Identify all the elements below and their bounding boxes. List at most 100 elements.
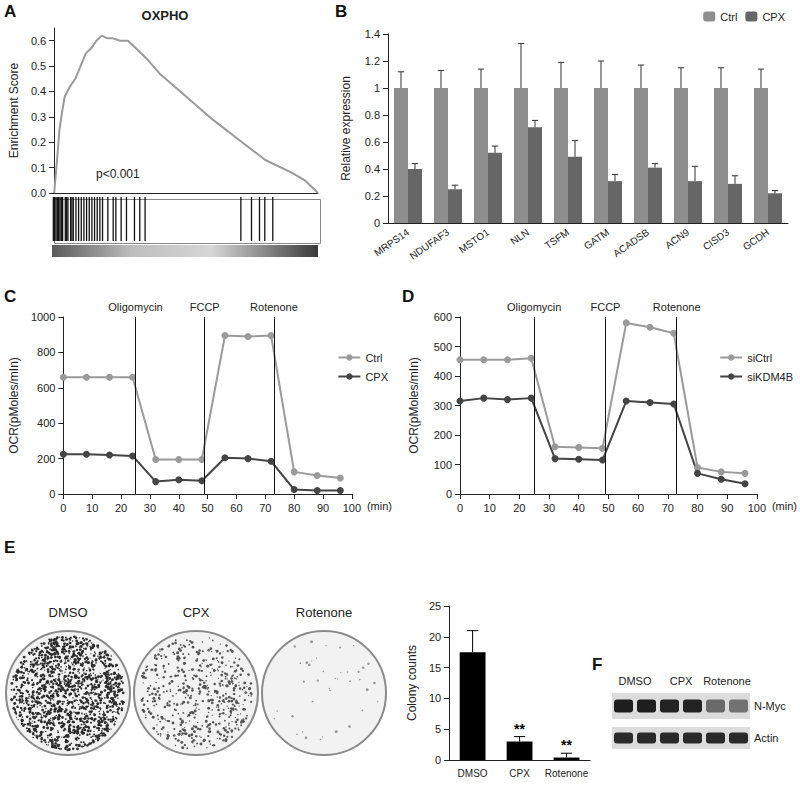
svg-text:90: 90 [317, 502, 329, 514]
svg-text:500: 500 [434, 341, 452, 353]
svg-text:0: 0 [49, 488, 55, 500]
svg-text:p<0.001: p<0.001 [96, 167, 140, 181]
svg-text:60: 60 [632, 502, 644, 514]
svg-text:NLN: NLN [508, 226, 531, 246]
svg-text:0.6: 0.6 [365, 136, 380, 148]
svg-text:TSFM: TSFM [543, 226, 572, 251]
svg-text:1.4: 1.4 [365, 28, 380, 40]
svg-text:10: 10 [484, 502, 496, 514]
svg-text:Rotenone: Rotenone [250, 301, 298, 313]
svg-text:DMSO: DMSO [49, 605, 88, 620]
svg-text:20: 20 [513, 502, 525, 514]
svg-text:100: 100 [748, 502, 766, 514]
svg-text:OCR(pMoles/mIn): OCR(pMoles/mIn) [7, 357, 21, 454]
svg-text:siKDM4B: siKDM4B [747, 371, 793, 383]
svg-text:60: 60 [230, 502, 242, 514]
svg-text:10: 10 [429, 692, 441, 704]
svg-text:OXPHO: OXPHO [142, 8, 189, 23]
svg-text:90: 90 [721, 502, 733, 514]
svg-text:0.0: 0.0 [31, 187, 46, 199]
svg-text:0: 0 [457, 502, 463, 514]
svg-text:100: 100 [343, 502, 361, 514]
svg-text:40: 40 [173, 502, 185, 514]
svg-text:FCCP: FCCP [590, 301, 620, 313]
svg-text:CISD3: CISD3 [701, 226, 732, 252]
svg-text:80: 80 [288, 502, 300, 514]
svg-text:80: 80 [691, 502, 703, 514]
svg-text:300: 300 [434, 400, 452, 412]
svg-text:CPX: CPX [183, 605, 210, 620]
svg-text:600: 600 [434, 311, 452, 323]
svg-text:5: 5 [435, 723, 441, 735]
svg-text:Rotenone: Rotenone [296, 605, 352, 620]
svg-text:0: 0 [446, 488, 452, 500]
svg-text:70: 70 [662, 502, 674, 514]
svg-text:20: 20 [115, 502, 127, 514]
svg-text:NDUFAF3: NDUFAF3 [408, 226, 452, 261]
svg-text:0.6: 0.6 [31, 35, 46, 47]
svg-text:200: 200 [434, 429, 452, 441]
svg-text:CPX: CPX [670, 675, 693, 687]
svg-text:600: 600 [37, 382, 55, 394]
svg-text:DMSO: DMSO [619, 675, 652, 687]
svg-text:0: 0 [60, 502, 66, 514]
svg-text:N-Myc: N-Myc [754, 700, 786, 712]
svg-text:400: 400 [37, 417, 55, 429]
svg-text:0: 0 [435, 754, 441, 766]
svg-text:0.5: 0.5 [31, 60, 46, 72]
svg-text:Oligomycin: Oligomycin [108, 301, 162, 313]
svg-text:50: 50 [602, 502, 614, 514]
svg-text:1000: 1000 [31, 311, 55, 323]
svg-text:Rotenone: Rotenone [653, 301, 701, 313]
svg-text:20: 20 [429, 631, 441, 643]
svg-text:(min): (min) [367, 500, 392, 512]
svg-text:ACADSB: ACADSB [611, 226, 651, 259]
svg-text:**: ** [514, 721, 525, 737]
svg-text:70: 70 [259, 502, 271, 514]
svg-text:FCCP: FCCP [190, 301, 220, 313]
svg-text:CPX: CPX [762, 11, 785, 23]
svg-text:Enrichment Score: Enrichment Score [7, 62, 21, 158]
svg-text:OCR(pMoles/mIn): OCR(pMoles/mIn) [407, 357, 421, 454]
svg-text:0.3: 0.3 [31, 111, 46, 123]
svg-text:(min): (min) [772, 500, 797, 512]
svg-text:**: ** [561, 737, 572, 753]
svg-text:30: 30 [543, 502, 555, 514]
svg-text:MSTO1: MSTO1 [457, 226, 492, 255]
svg-text:10: 10 [86, 502, 98, 514]
svg-text:400: 400 [434, 370, 452, 382]
svg-text:ACN9: ACN9 [663, 226, 692, 251]
svg-text:0.4: 0.4 [365, 163, 380, 175]
svg-text:0.1: 0.1 [31, 162, 46, 174]
svg-text:Rotenone: Rotenone [545, 768, 589, 779]
svg-text:DMSO: DMSO [458, 768, 488, 779]
svg-text:CPX: CPX [365, 371, 388, 383]
svg-text:0.2: 0.2 [365, 190, 380, 202]
svg-text:0.4: 0.4 [31, 85, 46, 97]
svg-text:MRPS14: MRPS14 [372, 226, 411, 258]
svg-text:Ctrl: Ctrl [365, 352, 382, 364]
svg-text:CPX: CPX [509, 768, 530, 779]
svg-text:GCDH: GCDH [741, 226, 771, 252]
svg-text:GATM: GATM [582, 226, 611, 251]
svg-text:100: 100 [434, 459, 452, 471]
svg-text:Relative expression: Relative expression [339, 76, 353, 181]
svg-text:25: 25 [429, 600, 441, 612]
svg-text:Rotenone: Rotenone [703, 675, 751, 687]
svg-text:0.8: 0.8 [365, 109, 380, 121]
svg-text:40: 40 [573, 502, 585, 514]
svg-text:200: 200 [37, 453, 55, 465]
svg-text:15: 15 [429, 662, 441, 674]
svg-text:50: 50 [201, 502, 213, 514]
svg-text:1.2: 1.2 [365, 55, 380, 67]
svg-text:30: 30 [144, 502, 156, 514]
svg-text:Oligomycin: Oligomycin [507, 301, 561, 313]
svg-text:Colony counts: Colony counts [405, 645, 419, 721]
svg-text:siCtrl: siCtrl [747, 352, 772, 364]
svg-text:1: 1 [374, 82, 380, 94]
svg-text:0: 0 [374, 217, 380, 229]
svg-text:Actin: Actin [754, 732, 778, 744]
svg-text:800: 800 [37, 346, 55, 358]
svg-text:Ctrl: Ctrl [720, 11, 737, 23]
svg-text:0.2: 0.2 [31, 136, 46, 148]
